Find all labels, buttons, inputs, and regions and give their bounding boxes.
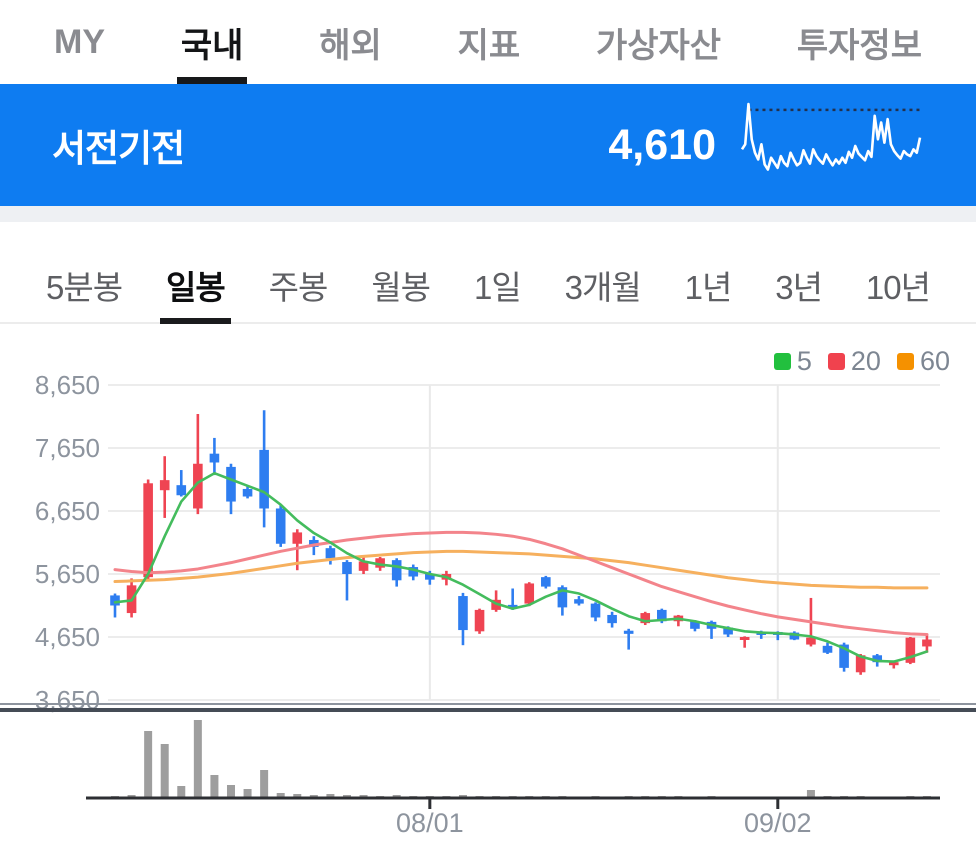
stock-name: 서전기전 (52, 128, 185, 169)
ma5-swatch-icon (773, 353, 791, 370)
tab-domestic[interactable]: 국내 (176, 0, 247, 84)
legend-ma5-label: 5 (796, 346, 812, 376)
svg-text:7,650: 7,650 (35, 433, 100, 463)
svg-text:09/02: 09/02 (744, 808, 812, 838)
sparkline-chart (740, 102, 922, 171)
legend-ma60-label: 60 (919, 346, 950, 376)
svg-text:5,650: 5,650 (35, 559, 100, 589)
candlestick-chart-area[interactable]: 5 20 60 8,650 7,650 6,650 5,650 4,650 3,650 08… (0, 324, 976, 861)
main-nav: MY 국내 해외 지표 가상자산 투자정보 (0, 0, 976, 84)
legend-ma5: 5 (773, 346, 812, 377)
legend-ma20-label: 20 (850, 346, 881, 376)
svg-text:6,650: 6,650 (35, 496, 100, 526)
section-divider (0, 206, 976, 222)
stock-header-right: 4,610 (608, 94, 924, 196)
tab-crypto[interactable]: 가상자산 (595, 26, 722, 65)
period-tab-1day[interactable]: 1일 (473, 269, 522, 306)
tab-my[interactable]: MY (54, 22, 105, 61)
period-tab-1year[interactable]: 1년 (684, 269, 733, 306)
svg-text:8,650: 8,650 (35, 370, 100, 400)
period-tab-monthly[interactable]: 월봉 (371, 269, 431, 306)
period-tab-weekly[interactable]: 주봉 (268, 269, 329, 306)
period-tab-daily[interactable]: 일봉 (160, 248, 231, 324)
ma60-swatch-icon (896, 353, 914, 370)
period-tab-10years[interactable]: 10년 (865, 269, 931, 306)
svg-text:08/01: 08/01 (396, 808, 464, 838)
period-tab-3months[interactable]: 3개월 (564, 269, 642, 306)
ma-legend: 5 20 60 (773, 346, 950, 377)
legend-ma60: 60 (896, 346, 950, 377)
ma20-swatch-icon (827, 353, 845, 370)
tab-invest-info[interactable]: 투자정보 (796, 26, 922, 65)
period-tab-3years[interactable]: 3년 (775, 269, 823, 306)
stock-price: 4,610 (608, 120, 716, 169)
legend-ma20: 20 (827, 346, 881, 377)
chart-period-nav: 5분봉 일봉 주봉 월봉 1일 3개월 1년 3년 10년 (0, 248, 976, 324)
period-tab-5min[interactable]: 5분봉 (46, 269, 123, 306)
svg-text:4,650: 4,650 (35, 622, 100, 652)
tab-indicators[interactable]: 지표 (457, 26, 521, 65)
stock-header[interactable]: 서전기전 4,610 (0, 84, 976, 206)
tab-overseas[interactable]: 해외 (319, 26, 382, 65)
